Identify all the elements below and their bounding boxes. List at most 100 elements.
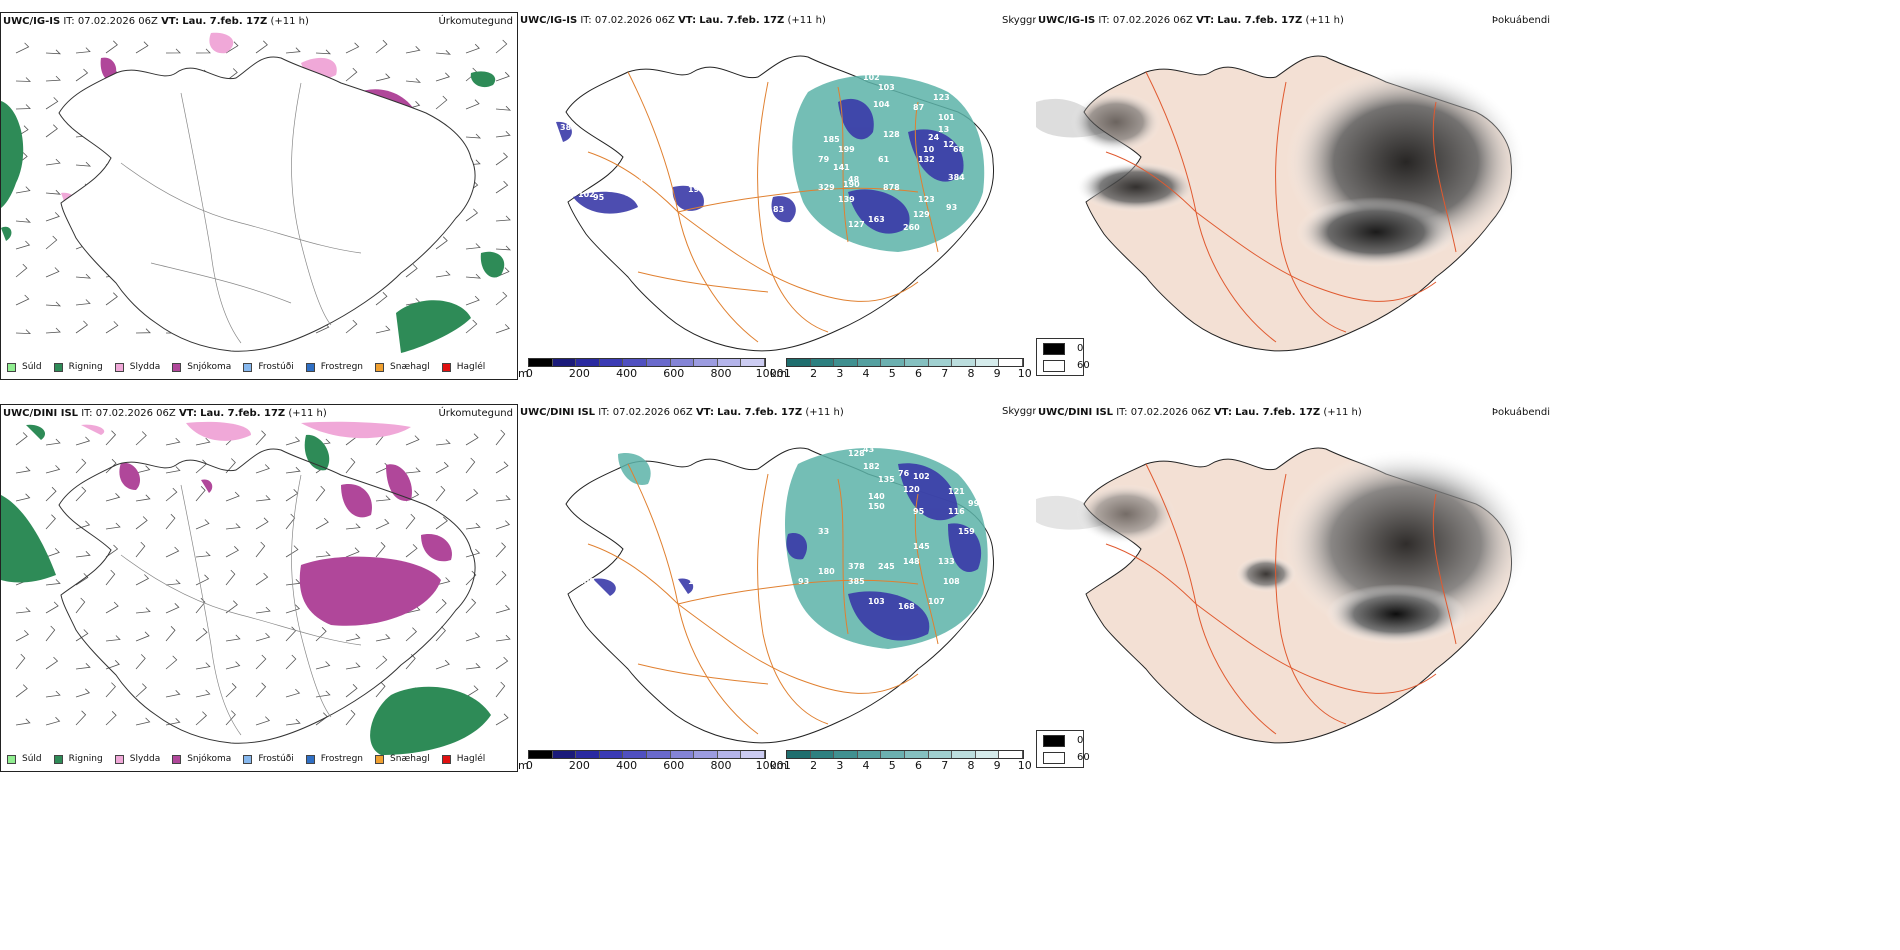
wind-barb: [45, 124, 58, 138]
wind-barb: [225, 458, 236, 474]
panel-header: UWC/DINI ISL IT: 07.02.2026 06Z VT: Lau.…: [3, 408, 327, 419]
wind-barb: [495, 570, 507, 586]
wind-barb: [75, 320, 89, 334]
colorbar-tick-label: 2: [810, 759, 818, 772]
wind-barb: [195, 437, 211, 446]
legend-swatch: [243, 362, 253, 372]
wind-barb: [405, 467, 421, 474]
wind-barb: [495, 429, 506, 446]
wind-barb: [15, 630, 29, 642]
legend-label: Haglél: [456, 754, 486, 764]
cloud-base-value: 157: [818, 442, 835, 451]
legend-label: Súld: [22, 362, 42, 372]
legend-label: Rigning: [68, 754, 103, 764]
cloud-base-area: [556, 98, 964, 234]
wind-barb: [165, 513, 176, 530]
colorbar-tick-label: 1: [783, 759, 791, 772]
wind-barb: [255, 632, 271, 642]
wind-barb: [285, 47, 301, 54]
wind-barb: [45, 486, 57, 502]
wind-barb: [105, 635, 121, 642]
wind-barb: [225, 569, 236, 586]
wind-barb: [345, 547, 360, 558]
wind-barb: [495, 461, 509, 474]
wind-barb: [105, 711, 117, 726]
wind-barb: [15, 329, 32, 335]
legend-label: Frostúði: [258, 362, 294, 372]
cloud-base-value: 95: [593, 193, 605, 202]
colorbar-tick-label: 4: [862, 367, 870, 380]
wind-barb: [165, 655, 178, 670]
colorbar-segment: [834, 359, 858, 366]
wind-barb: [45, 158, 61, 166]
wind-barb: [465, 133, 482, 139]
roads: [120, 82, 362, 344]
legend-swatch: [441, 754, 451, 764]
wind-barb: [375, 495, 391, 502]
wind-barb: [225, 600, 238, 614]
wind-barb: [105, 569, 116, 586]
precip-legend-item: Rigning: [53, 754, 103, 764]
colorbar-segment: [670, 751, 695, 758]
colorbar-segment: [741, 359, 765, 366]
wind-barb: [45, 438, 61, 446]
wind-barb: [435, 236, 448, 250]
wind-barb: [105, 493, 121, 502]
wind-barb: [255, 654, 267, 670]
wind-barb: [375, 634, 391, 642]
cloud-base-value: 329: [818, 183, 835, 192]
legend-label: Snæhagl: [390, 362, 430, 372]
wind-barb: [285, 688, 301, 698]
wind-barb: [345, 684, 358, 698]
wind-barb: [495, 105, 512, 111]
cloud-base-value: 13: [938, 125, 949, 134]
panel-title: Úrkomutegund: [438, 16, 513, 27]
cloud-base-value: 123: [918, 195, 935, 204]
precip-legend-item: Snjókoma: [172, 754, 231, 764]
cloud-base-value: 190: [843, 180, 860, 189]
wind-barb: [105, 682, 116, 698]
wind-barb: [135, 574, 150, 586]
wind-barb: [225, 710, 236, 726]
colorbar-segment: [952, 359, 976, 366]
colorbar-tick-label: 800: [710, 367, 732, 380]
colorbar-segment: [623, 359, 647, 366]
cloud-base-value: 185: [823, 135, 840, 144]
iceland-coast: [58, 448, 476, 744]
wind-barb: [435, 95, 448, 110]
colorbar-tick-label: 600: [663, 759, 685, 772]
wind-barb: [255, 430, 267, 446]
wind-barb: [15, 240, 31, 250]
wind-barb: [285, 718, 301, 726]
colorbar-segment: [881, 751, 905, 758]
legend-swatch: [7, 362, 16, 372]
cloud-base-value: 83: [773, 205, 784, 214]
colorbar-segment: [552, 751, 577, 758]
wind-barb: [195, 628, 208, 642]
panel-header: UWC/IG-IS IT: 07.02.2026 06Z VT: Lau. 7.…: [1038, 15, 1344, 26]
colorbar-tick-label: 1000: [755, 759, 784, 772]
wind-barb: [135, 465, 151, 474]
wind-barb: [495, 681, 506, 698]
wind-barb: [165, 626, 176, 642]
cloud-base-panel-2: UWC/DINI ISL IT: 07.02.2026 06Z VT: Lau.…: [518, 404, 1034, 772]
cloud-base-value: 76: [973, 487, 985, 496]
wind-barb: [255, 682, 267, 698]
wind-barb: [435, 599, 447, 614]
wind-barb: [315, 485, 326, 502]
legend-label: Slydda: [129, 362, 161, 372]
legend-label: Frostregn: [320, 754, 364, 764]
colorbar-segment: [834, 751, 858, 758]
wind-barb: [465, 43, 480, 54]
cloud-base-value: 159: [958, 527, 975, 536]
legend-swatch: [243, 754, 253, 764]
fog-map-1: [1036, 55, 1526, 352]
colorbar-segment: [999, 359, 1023, 366]
wind-barb: [135, 431, 147, 446]
wind-barb: [75, 520, 91, 530]
wind-barb: [285, 654, 297, 670]
precip-legend-item: Snæhagl: [375, 362, 430, 372]
cloud-base-value: 99: [968, 499, 980, 508]
cloud-base-value: 104: [873, 100, 890, 109]
